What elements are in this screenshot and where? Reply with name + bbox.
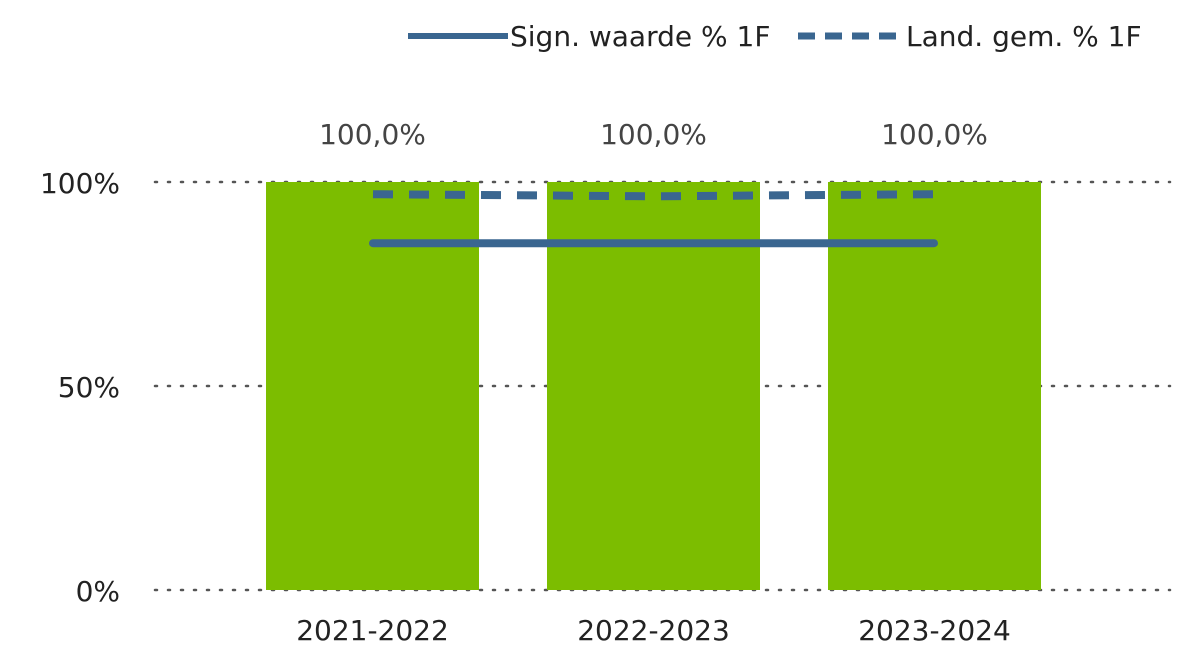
bars [266,182,1041,590]
series-lines [369,190,938,248]
bar [547,182,760,590]
x-axis: 2021-2022 2022-2023 2023-2024 [296,614,1011,647]
data-label: 100,0% [319,118,426,151]
data-label: 100,0% [600,118,707,151]
legend: Sign. waarde % 1F Land. gem. % 1F [408,20,1142,53]
y-tick-label: 50% [58,371,120,404]
bar [266,182,479,590]
y-tick-label: 0% [76,575,120,608]
y-tick-label: 100% [40,167,120,200]
data-labels: 100,0% 100,0% 100,0% [319,118,988,151]
y-axis: 0% 50% 100% [40,167,120,608]
x-tick-label: 2021-2022 [296,614,449,647]
x-tick-label: 2022-2023 [577,614,730,647]
bar [828,182,1041,590]
data-label: 100,0% [881,118,988,151]
legend-label-sign-waarde: Sign. waarde % 1F [510,20,770,53]
x-tick-label: 2023-2024 [858,614,1011,647]
legend-label-land-gem: Land. gem. % 1F [906,20,1142,53]
